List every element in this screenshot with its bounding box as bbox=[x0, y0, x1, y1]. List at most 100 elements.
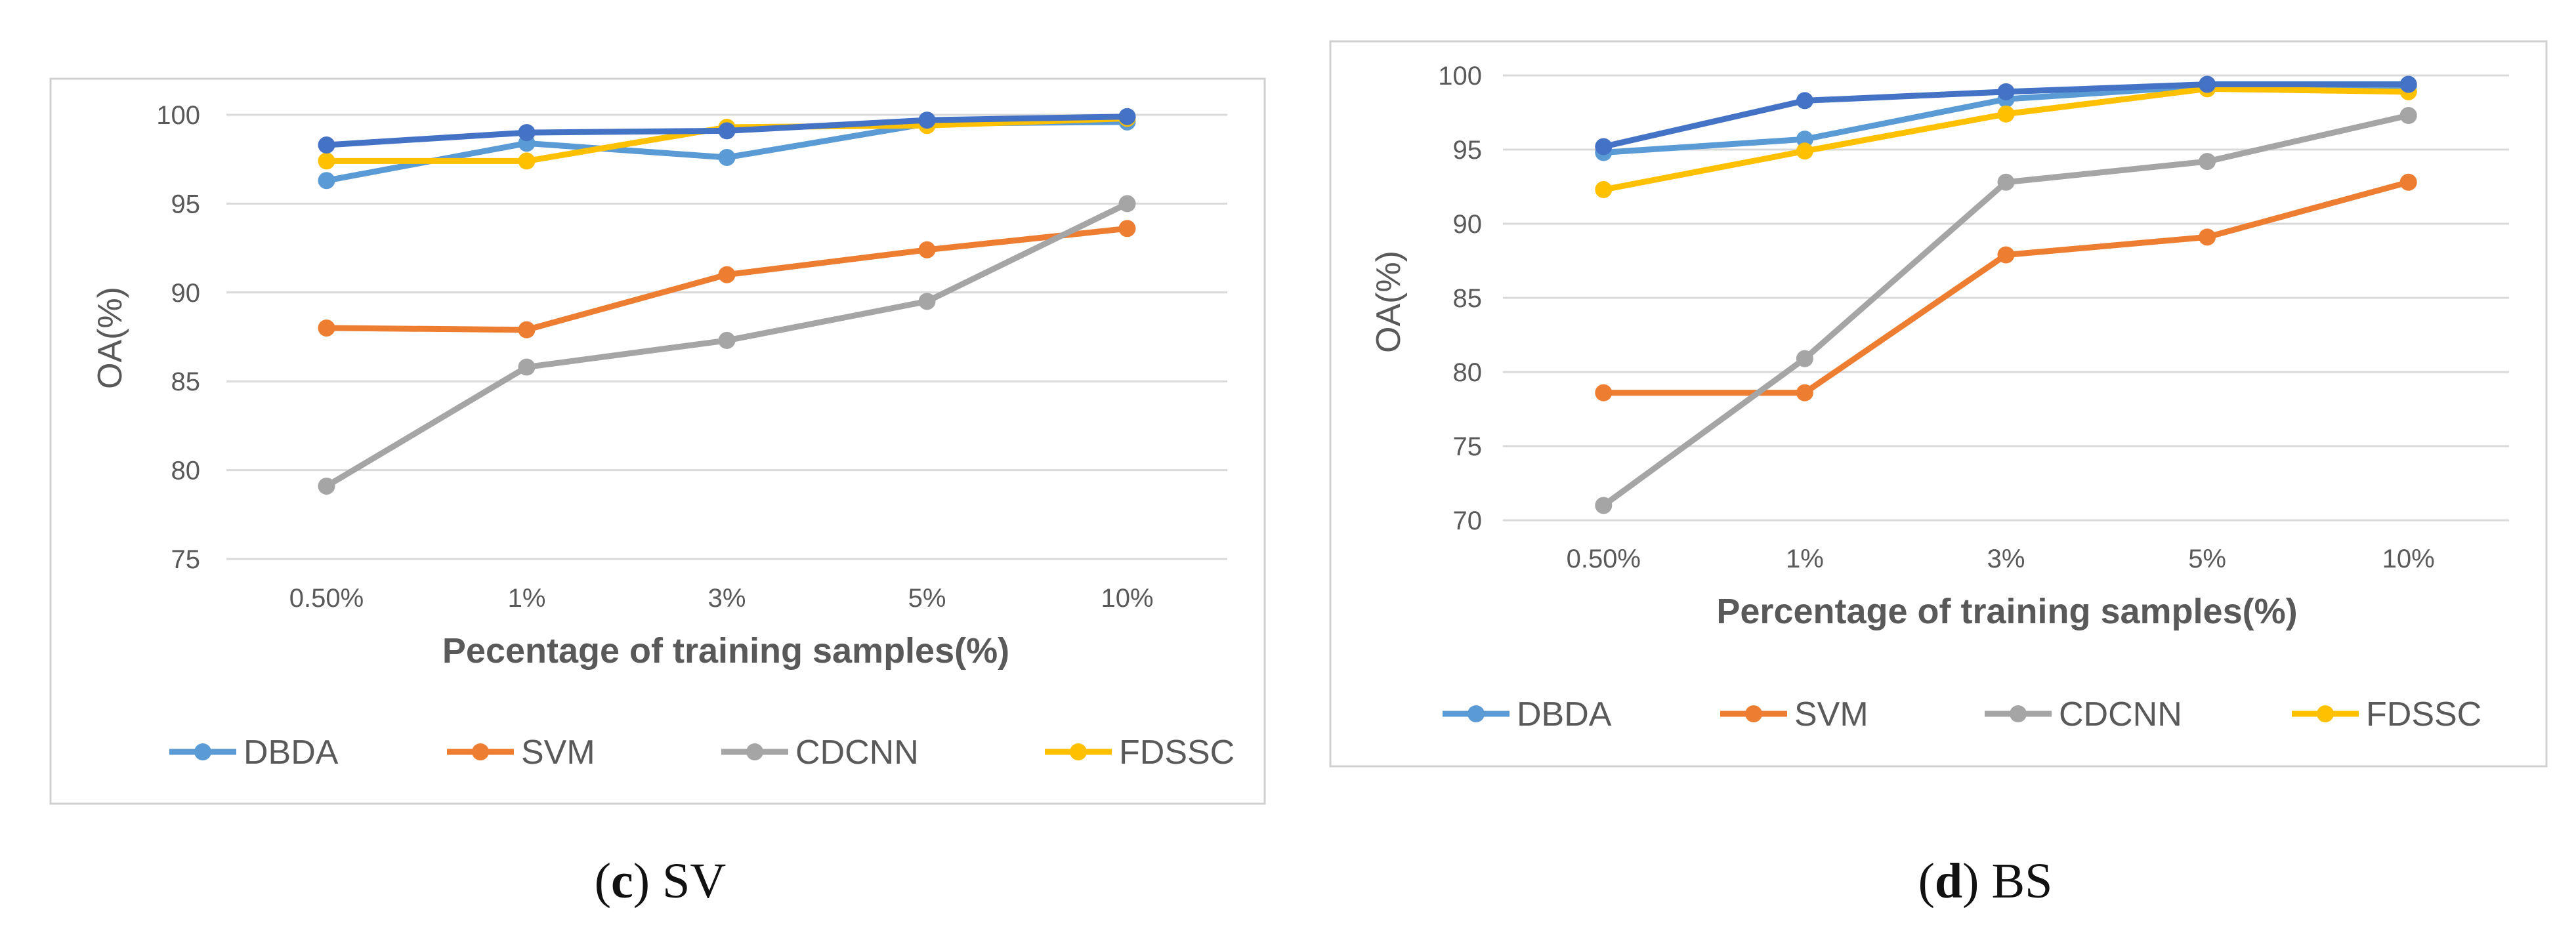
y-tick-label: 75 bbox=[1453, 432, 1483, 461]
x-axis-title: Pecentage of training samples(%) bbox=[442, 631, 1009, 671]
panel-caption: (d) BS bbox=[1918, 854, 2053, 909]
y-tick-label: 100 bbox=[156, 101, 200, 130]
data-point-svm bbox=[718, 266, 736, 283]
caption-text: SV bbox=[662, 854, 726, 909]
y-tick-label: 70 bbox=[1453, 506, 1483, 535]
data-point-cdcnn bbox=[318, 477, 335, 495]
data-point-svm bbox=[518, 321, 536, 339]
y-tick-label: 95 bbox=[171, 190, 201, 218]
data-point-ours bbox=[518, 124, 536, 142]
x-tick-label: 10% bbox=[2382, 545, 2435, 573]
y-tick-label: 95 bbox=[1453, 136, 1483, 165]
y-axis-title: OA(%) bbox=[1370, 251, 1408, 353]
x-tick-label: 5% bbox=[908, 584, 946, 613]
data-point-cdcnn bbox=[518, 358, 536, 376]
legend-item-svm: SVM bbox=[1720, 695, 1869, 733]
caption-close-paren: ) bbox=[633, 854, 662, 909]
x-tick-label: 1% bbox=[1786, 545, 1824, 573]
legend-item-dbda: DBDA bbox=[169, 733, 339, 772]
data-point-ours bbox=[718, 122, 736, 140]
data-point-dbda bbox=[718, 148, 736, 166]
data-point-svm bbox=[1997, 246, 2015, 264]
data-point-cdcnn bbox=[1595, 497, 1613, 514]
data-point-dbda bbox=[1796, 131, 1813, 148]
legend-swatch-marker bbox=[1745, 705, 1762, 722]
legend-item-fdssc: FDSSC bbox=[2292, 695, 2481, 733]
data-point-fdssc bbox=[1997, 105, 2015, 123]
chart-frame bbox=[49, 77, 1266, 805]
x-tick-label: 0.50% bbox=[289, 584, 364, 613]
data-point-svm bbox=[1118, 220, 1136, 237]
caption-letter: c bbox=[611, 854, 633, 909]
data-point-cdcnn bbox=[918, 293, 936, 310]
x-tick-label: 5% bbox=[2188, 545, 2226, 573]
y-axis-title: OA(%) bbox=[91, 287, 129, 389]
legend-label: DBDA bbox=[243, 733, 339, 772]
data-point-svm bbox=[1796, 384, 1813, 402]
y-tick-label: 80 bbox=[171, 457, 201, 485]
data-point-fdssc bbox=[318, 152, 335, 170]
data-point-cdcnn bbox=[1118, 195, 1136, 213]
data-point-svm bbox=[1595, 384, 1613, 402]
data-point-svm bbox=[2199, 228, 2216, 246]
data-point-cdcnn bbox=[2399, 107, 2417, 125]
data-point-fdssc bbox=[1796, 142, 1813, 160]
legend-swatch-marker bbox=[194, 743, 211, 760]
data-point-svm bbox=[318, 319, 335, 337]
legend-item-fdssc: FDSSC bbox=[1045, 733, 1235, 772]
data-point-dbda bbox=[318, 172, 335, 190]
x-tick-label: 10% bbox=[1101, 584, 1153, 613]
legend-item-cdcnn: CDCNN bbox=[721, 733, 919, 772]
data-point-svm bbox=[918, 241, 936, 258]
y-tick-label: 80 bbox=[1453, 358, 1483, 387]
legend-item-cdcnn: CDCNN bbox=[1985, 695, 2182, 733]
data-point-ours bbox=[1997, 83, 2015, 100]
data-point-cdcnn bbox=[2199, 153, 2216, 171]
legend-item-svm: SVM bbox=[447, 733, 595, 772]
legend-label: CDCNN bbox=[795, 733, 919, 772]
data-point-ours bbox=[1595, 138, 1613, 155]
y-tick-label: 100 bbox=[1438, 62, 1482, 91]
chart-frame bbox=[1329, 40, 2548, 768]
data-point-ours bbox=[1118, 108, 1136, 125]
legend-item-dbda: DBDA bbox=[1443, 695, 1612, 733]
legend-label: FDSSC bbox=[1119, 733, 1235, 772]
legend-swatch-marker bbox=[2010, 705, 2027, 722]
x-tick-label: 3% bbox=[1987, 545, 2025, 573]
legend-swatch-marker bbox=[746, 743, 763, 760]
legend-label: SVM bbox=[1794, 695, 1869, 733]
x-tick-label: 1% bbox=[508, 584, 546, 613]
legend-swatch-marker bbox=[472, 743, 489, 760]
data-point-cdcnn bbox=[1796, 350, 1813, 367]
data-point-fdssc bbox=[518, 152, 536, 170]
data-point-svm bbox=[2399, 173, 2417, 191]
legend-label: DBDA bbox=[1517, 695, 1612, 733]
legend-label: FDSSC bbox=[2366, 695, 2481, 733]
data-point-ours bbox=[2199, 75, 2216, 93]
y-tick-label: 90 bbox=[171, 279, 201, 308]
caption-letter: d bbox=[1935, 854, 1962, 909]
data-point-cdcnn bbox=[1997, 173, 2015, 191]
legend-swatch-marker bbox=[1467, 705, 1485, 722]
legend-swatch-marker bbox=[2317, 705, 2334, 722]
caption-text: BS bbox=[1991, 854, 2052, 909]
chart-panel-d: 70 75 80 85 90 95 100 0.50% 1% 3% 5% 10% OA(%) Percen… bbox=[1329, 40, 2548, 909]
x-tick-label: 3% bbox=[708, 584, 746, 613]
x-axis-title: Percentage of training samples(%) bbox=[1716, 592, 2297, 631]
data-point-ours bbox=[918, 112, 936, 129]
chart-panel-c: 75 80 85 90 95 100 0.50% 1% 3% 5% 10% OA(%) Pecentag… bbox=[49, 77, 1484, 909]
y-tick-label: 85 bbox=[1453, 284, 1483, 313]
caption-open-paren: ( bbox=[1918, 854, 1935, 909]
data-point-ours bbox=[1796, 92, 1813, 110]
data-point-ours bbox=[2399, 75, 2417, 93]
data-point-fdssc bbox=[1595, 181, 1613, 199]
x-tick-label: 0.50% bbox=[1567, 545, 1641, 573]
caption-close-paren: ) bbox=[1962, 854, 1991, 909]
data-point-ours bbox=[318, 136, 335, 154]
legend-swatch-marker bbox=[1070, 743, 1087, 760]
legend-label: SVM bbox=[521, 733, 595, 772]
legend-label: CDCNN bbox=[2059, 695, 2182, 733]
panel-caption: (c) SV bbox=[595, 854, 727, 909]
y-tick-label: 75 bbox=[171, 545, 201, 574]
